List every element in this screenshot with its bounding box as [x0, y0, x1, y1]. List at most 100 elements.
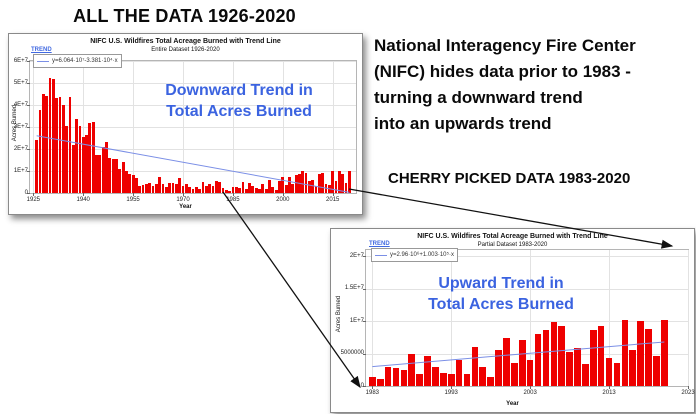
bar — [318, 173, 321, 193]
bar — [284, 185, 288, 193]
bar — [71, 144, 75, 193]
bar — [155, 183, 158, 193]
bar — [440, 372, 447, 386]
nifc-note: National Interagency Fire Center (NIFC) … — [374, 33, 696, 137]
x-tick-label: 2003 — [523, 390, 537, 396]
bar — [191, 188, 195, 193]
y-tick-label: 0 — [24, 189, 28, 196]
bar — [38, 109, 42, 193]
bar — [48, 77, 52, 193]
bar — [105, 141, 108, 193]
bar — [148, 183, 152, 193]
y-tick-label: 4E+7 — [13, 101, 28, 108]
bar — [251, 186, 255, 193]
tick-mark — [27, 105, 30, 106]
grid-line-y — [366, 288, 688, 290]
x-tick-label: 2023 — [681, 390, 695, 396]
y-axis-label: Acres Burned — [336, 295, 342, 333]
bar — [503, 338, 510, 386]
bar — [558, 325, 566, 386]
bar — [231, 186, 235, 193]
bar — [337, 171, 341, 193]
bar — [65, 126, 68, 193]
bar — [511, 362, 518, 386]
bar — [198, 189, 202, 193]
bar — [78, 126, 82, 193]
bar — [368, 377, 376, 386]
bar — [204, 185, 208, 193]
chart-all-data-panel: NIFC U.S. Wildfires Total Acreage Burned… — [8, 33, 363, 215]
plot-area: 1983 1993 2003 2013 2023 2E+7 1.5E+7 1E+7 500000… — [341, 249, 695, 396]
chart-title: NIFC U.S. Wildfires Total Acreage Burned… — [90, 38, 281, 45]
bar — [101, 147, 105, 193]
x-tick-label: 1955 — [126, 197, 140, 203]
bar — [224, 190, 228, 193]
tick-mark — [183, 193, 185, 196]
bar — [201, 181, 205, 193]
bar — [88, 122, 92, 193]
tick-mark — [609, 386, 611, 389]
grid-line-x — [688, 250, 689, 386]
bar — [416, 374, 423, 386]
bar — [495, 349, 502, 386]
x-tick-label: 1970 — [176, 197, 190, 203]
tick-mark — [451, 386, 453, 389]
trend-line — [372, 341, 665, 368]
bar — [294, 175, 298, 193]
tick-mark — [363, 288, 366, 290]
x-tick-label: 1993 — [444, 390, 458, 396]
bar — [254, 188, 258, 193]
grid-line-y — [366, 321, 688, 323]
bar — [526, 360, 534, 386]
tick-mark — [27, 193, 30, 194]
tick-mark — [282, 193, 284, 196]
bar — [234, 187, 238, 193]
bar — [248, 182, 251, 193]
bar — [51, 79, 55, 193]
bar — [518, 339, 526, 386]
bar — [605, 358, 613, 386]
bar — [314, 185, 318, 193]
bar — [344, 182, 348, 193]
bar — [58, 97, 62, 193]
bar — [41, 93, 45, 193]
bar — [274, 190, 278, 193]
bar — [384, 367, 392, 386]
grid-line-x — [530, 250, 532, 386]
bar — [61, 104, 65, 193]
bar — [188, 187, 192, 193]
bar — [75, 118, 78, 193]
bar — [55, 98, 58, 193]
bar — [288, 177, 291, 193]
bar — [174, 183, 178, 193]
bar — [424, 356, 431, 386]
plot-area: 1925 1940 1955 1970 1985 2000 2015 6E+7 5E+7 4E+7… — [14, 58, 357, 203]
bar — [45, 96, 49, 193]
trend-formula: y=2.96·10⁶+1.003·10⁵·x — [390, 252, 454, 258]
y-tick-label: 3E+7 — [13, 123, 28, 130]
bar — [35, 139, 39, 193]
x-tick-label: 2013 — [602, 390, 616, 396]
tick-mark — [363, 321, 366, 323]
chart-title: NIFC U.S. Wildfires Total Acreage Burned… — [417, 233, 608, 240]
grid-line-y — [30, 149, 356, 150]
nifc-note-line: National Interagency Fire Center — [374, 36, 636, 55]
trend-line-swatch — [375, 254, 387, 256]
bar — [208, 184, 212, 193]
bar — [108, 158, 112, 193]
bar — [311, 180, 315, 193]
bar — [308, 181, 311, 193]
bar — [479, 367, 487, 386]
bar — [291, 184, 295, 193]
bar — [95, 154, 98, 193]
grid-line-x — [451, 250, 453, 386]
chart-cherry-picked-panel: NIFC U.S. Wildfires Total Acreage Burned… — [330, 228, 695, 413]
grid-line-y — [30, 61, 356, 62]
trend-legend-label: TREND — [369, 241, 390, 247]
bar — [582, 363, 589, 386]
bar — [218, 182, 221, 193]
grid-line-x — [372, 250, 374, 386]
tick-mark — [27, 127, 30, 128]
tick-mark — [33, 193, 35, 196]
bar — [321, 172, 325, 193]
